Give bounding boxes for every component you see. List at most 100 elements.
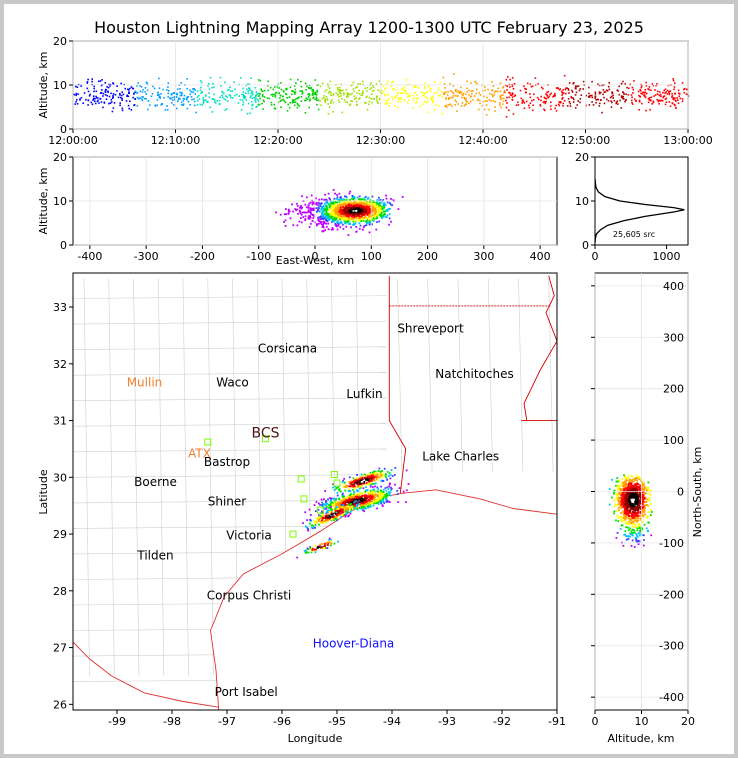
map-source — [339, 490, 342, 493]
altitude-time-source — [392, 89, 395, 91]
altitude-time-source — [262, 95, 264, 97]
altitude-time-source — [360, 94, 362, 96]
altitude-time-source — [355, 100, 358, 103]
altitude-eastwest-source — [289, 217, 292, 220]
map-source — [302, 522, 304, 524]
altitude-time-source — [112, 95, 114, 97]
altitude-time-source — [571, 91, 574, 93]
map-source — [340, 511, 343, 514]
altitude-time-source — [657, 100, 660, 103]
altitude-time-source — [79, 98, 81, 100]
map-source — [363, 477, 366, 479]
altitude-time-source — [272, 93, 274, 96]
altitude-time-source — [558, 88, 561, 91]
northsouth-altitude-source — [621, 510, 624, 513]
altitude-eastwest-source — [325, 205, 328, 208]
altitude-time-source — [107, 91, 109, 94]
altitude-eastwest-source — [331, 219, 334, 222]
altitude-eastwest-source — [346, 215, 349, 217]
x-tick-label: -99 — [108, 715, 126, 728]
altitude-eastwest-source — [384, 203, 387, 206]
map-source — [379, 494, 381, 496]
altitude-time-source — [247, 102, 250, 105]
altitude-time-source — [208, 96, 211, 98]
y-tick-label: 0 — [60, 239, 67, 252]
map-source — [374, 471, 377, 474]
altitude-time-source — [198, 94, 200, 97]
altitude-eastwest-source — [316, 223, 318, 226]
map-source — [329, 544, 332, 547]
map-source — [324, 503, 327, 506]
altitude-eastwest-source — [378, 220, 381, 223]
map-source — [334, 500, 337, 503]
northsouth-altitude-source — [631, 488, 634, 490]
altitude-time-source — [128, 87, 131, 90]
northsouth-altitude-source — [643, 534, 645, 537]
map-source — [367, 491, 370, 494]
altitude-time-source — [415, 85, 417, 88]
northsouth-altitude-source — [639, 532, 641, 535]
altitude-time-source — [526, 82, 529, 85]
map-source — [361, 495, 363, 498]
altitude-eastwest-source — [377, 209, 379, 212]
map-source — [308, 508, 311, 511]
altitude-time-source — [673, 103, 676, 106]
northsouth-altitude-source — [625, 523, 628, 525]
altitude-time-source — [511, 85, 514, 88]
map-source — [369, 472, 372, 474]
altitude-time-source — [674, 99, 677, 102]
map-source — [354, 507, 356, 510]
altitude-time-source — [278, 87, 281, 89]
altitude-time-source — [242, 87, 244, 90]
altitude-eastwest-source — [311, 207, 314, 210]
map-source — [362, 499, 365, 501]
altitude-time-source — [310, 87, 312, 90]
altitude-time-source — [128, 91, 130, 93]
altitude-time-source — [450, 90, 452, 92]
altitude-time-source — [678, 92, 680, 94]
altitude-eastwest-source — [387, 208, 390, 211]
altitude-time-source — [261, 102, 263, 105]
altitude-time-source — [572, 82, 574, 85]
map-source — [333, 504, 336, 506]
map-source — [342, 507, 344, 509]
altitude-time-source — [391, 96, 393, 98]
altitude-time-source — [672, 97, 675, 99]
altitude-time-source — [364, 87, 366, 90]
map-source — [390, 487, 393, 490]
altitude-time-source — [652, 101, 655, 104]
altitude-time-source — [512, 88, 515, 90]
altitude-time-source — [555, 104, 557, 107]
map-source — [329, 516, 331, 519]
altitude-eastwest-source — [333, 220, 336, 223]
northsouth-altitude-source — [626, 511, 629, 514]
altitude-eastwest-source — [344, 195, 346, 198]
altitude-time-source — [255, 94, 257, 97]
altitude-time-source — [681, 98, 684, 100]
map-source — [327, 519, 330, 522]
altitude-time-source — [85, 99, 87, 101]
altitude-eastwest-source — [322, 215, 325, 218]
altitude-time-source — [244, 96, 247, 99]
map-source — [402, 490, 405, 493]
altitude-time-source — [156, 99, 159, 101]
altitude-time-source — [377, 102, 379, 104]
altitude-time-source — [201, 91, 203, 93]
map-source — [328, 541, 330, 544]
northsouth-altitude-source — [624, 484, 627, 487]
altitude-time-source — [362, 83, 364, 86]
altitude-time-source — [522, 100, 524, 103]
altitude-eastwest-source — [301, 211, 304, 214]
altitude-time-source — [93, 90, 95, 93]
altitude-eastwest-source — [351, 197, 353, 200]
map-source — [338, 514, 341, 516]
altitude-eastwest-source — [359, 202, 362, 205]
map-source — [382, 491, 385, 494]
altitude-eastwest-source — [350, 211, 353, 214]
altitude-time-source — [199, 89, 202, 91]
altitude-time-source — [470, 82, 472, 84]
altitude-time-source — [192, 91, 195, 94]
altitude-time-source — [622, 80, 624, 83]
northsouth-altitude-source — [629, 512, 632, 514]
altitude-time-source — [247, 83, 249, 85]
